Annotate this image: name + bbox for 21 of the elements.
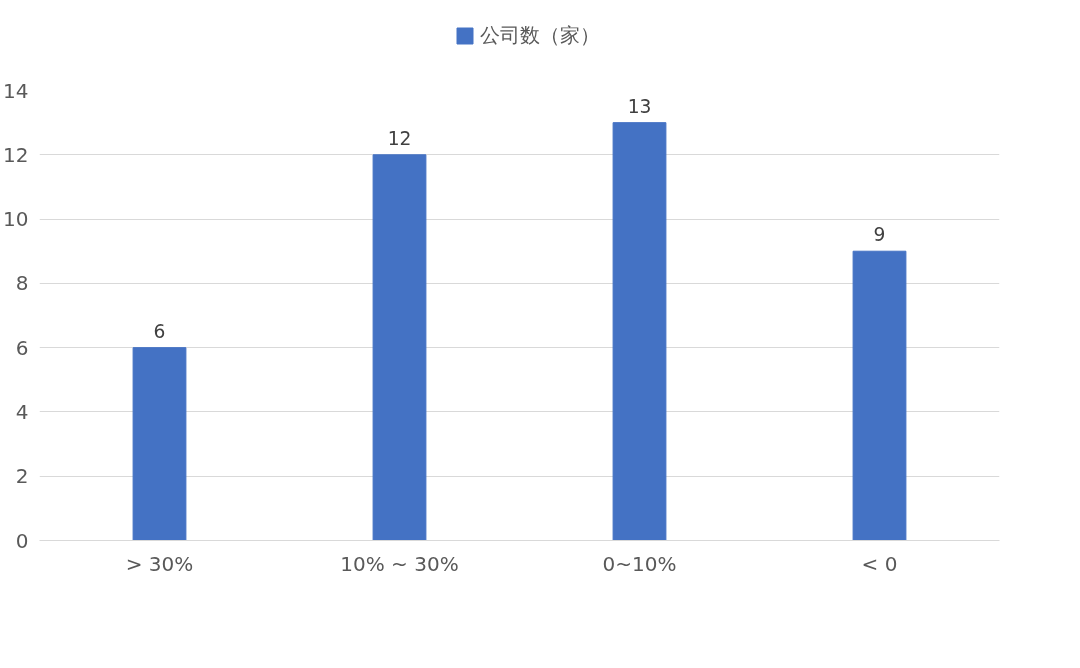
data-label: 6 [153,320,166,342]
bar [372,154,427,541]
data-label: 12 [387,127,412,149]
data-label: 13 [627,95,652,117]
data-label: 9 [873,224,886,246]
y-tick-label: 6 [15,335,29,360]
y-tick-label: 8 [15,271,29,296]
x-tick-label: 0~10% [602,551,677,576]
y-tick-label: 14 [3,78,29,103]
y-tick-label: 10 [3,207,29,232]
x-tick-label: 10% ~ 30% [340,551,459,576]
bar [852,250,907,541]
y-tick-label: 0 [15,528,29,553]
y-tick-label: 2 [15,464,29,489]
y-tick-label: 12 [3,142,29,167]
x-tick-label: < 0 [861,551,898,576]
bar [132,347,187,541]
bar [612,122,667,541]
y-tick-label: 4 [15,399,29,424]
legend-label: 公司数（家） [479,21,600,49]
x-tick-label: > 30% [125,551,194,576]
